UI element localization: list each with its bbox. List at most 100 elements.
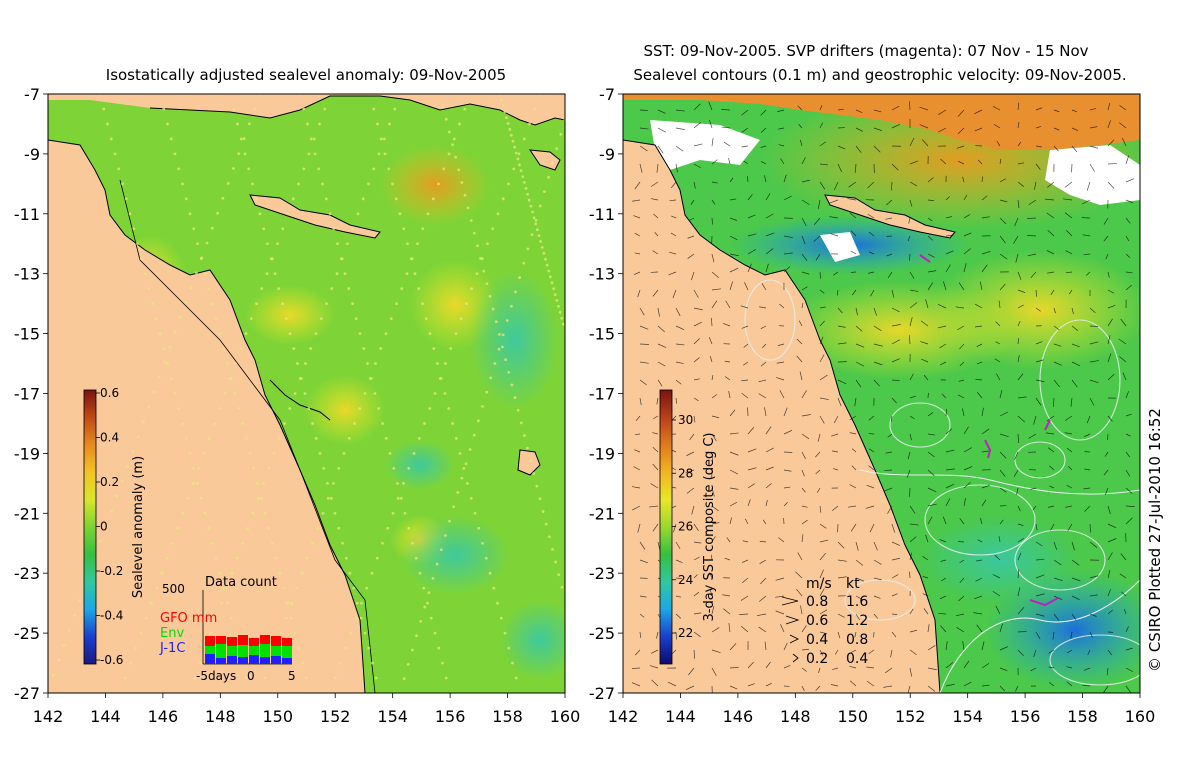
anomaly-high [245, 285, 335, 345]
velocity-arrow [1089, 341, 1099, 345]
track-dot [454, 332, 458, 335]
velocity-arrow [979, 281, 983, 291]
velocity-arrow [801, 648, 809, 651]
velocity-arrow [851, 448, 857, 453]
velocity-arrow [891, 613, 898, 615]
track-dot [432, 347, 436, 350]
track-dot [522, 137, 526, 141]
velocity-legend-ms: 0.8 [806, 594, 828, 610]
data-count-bar [227, 637, 237, 646]
velocity-arrow [815, 685, 821, 691]
velocity-arrow [1035, 289, 1038, 297]
velocity-arrow [783, 407, 788, 417]
velocity-arrow [958, 282, 965, 291]
velocity-arrow [801, 667, 807, 672]
velocity-arrow [909, 505, 916, 514]
velocity-arrow [922, 593, 929, 597]
velocity-arrow [724, 360, 731, 363]
velocity-arrow [977, 159, 983, 165]
velocity-arrow [1033, 649, 1037, 658]
velocity-arrow [891, 397, 897, 404]
land-australia [48, 140, 365, 693]
velocity-arrow [758, 626, 767, 633]
track-dot [410, 257, 414, 261]
velocity-arrow [711, 415, 720, 419]
track-dot [271, 541, 274, 545]
velocity-arrow [1071, 379, 1078, 388]
velocity-arrow [1017, 199, 1020, 209]
track-dot [381, 422, 384, 425]
velocity-arrow [849, 415, 857, 421]
velocity-arrow [765, 661, 771, 669]
velocity-arrow [996, 140, 1001, 147]
velocity-arrow [837, 163, 842, 172]
velocity-arrow [994, 554, 1001, 561]
data-count-legend-env: Env [160, 626, 184, 641]
velocity-arrow [1125, 271, 1133, 274]
velocity-arrow [851, 465, 857, 471]
velocity-arrow [711, 374, 714, 381]
anomaly-low [400, 515, 510, 595]
track-dot [460, 181, 464, 184]
velocity-arrow [1017, 631, 1027, 633]
velocity-arrow [831, 450, 839, 453]
track-dot [522, 181, 526, 184]
track-dot [540, 246, 544, 249]
velocity-arrow [711, 606, 715, 615]
velocity-arrow [693, 143, 703, 147]
velocity-arrow [1071, 613, 1077, 621]
velocity-arrow [999, 487, 1007, 493]
velocity-arrow [1066, 447, 1073, 453]
track-dot [343, 272, 347, 276]
velocity-arrow [849, 212, 857, 219]
velocity-arrow [1017, 181, 1024, 187]
velocity-arrow [765, 248, 774, 255]
track-dot [433, 631, 437, 635]
track-dot [314, 332, 318, 335]
velocity-arrow [747, 194, 753, 201]
track-dot [513, 145, 517, 149]
velocity-arrow [690, 199, 695, 205]
credit-text: © CSIRO Plotted 27-Jul-2010 16:52 [1146, 408, 1164, 672]
velocity-arrow [1014, 451, 1019, 460]
track-dot [358, 407, 362, 410]
track-dot [514, 151, 518, 155]
velocity-arrow [1046, 250, 1055, 255]
velocity-arrow [1103, 235, 1109, 242]
track-dot [237, 152, 241, 156]
track-dot [451, 143, 454, 147]
track-dot [297, 646, 301, 650]
track-dot [276, 242, 279, 246]
anomaly-high [380, 145, 490, 225]
right-colorbar-bar [659, 389, 673, 665]
velocity-arrow [728, 390, 731, 399]
track-dot [442, 167, 446, 171]
velocity-arrow [891, 631, 897, 638]
velocity-arrow [1084, 468, 1091, 471]
track-dot [458, 452, 462, 455]
track-dot [192, 481, 195, 485]
velocity-arrows [631, 101, 1135, 693]
velocity-arrow [693, 397, 699, 402]
velocity-arrow [849, 432, 857, 435]
velocity-arrow [1125, 199, 1134, 204]
velocity-arrow [995, 605, 1001, 615]
velocity-arrow [834, 649, 839, 655]
track-dot [283, 422, 286, 425]
velocity-arrow [1053, 559, 1062, 566]
track-dot [460, 476, 464, 480]
track-dot [541, 510, 545, 513]
velocity-arrow [873, 613, 878, 619]
velocity-arrow [1066, 649, 1073, 654]
velocity-arrow [837, 576, 847, 579]
track-dot [163, 360, 167, 364]
track-dot [256, 496, 260, 500]
velocity-arrow [945, 483, 955, 489]
velocity-arrow [747, 683, 755, 687]
velocity-arrow [649, 665, 659, 669]
velocity-arrow [672, 289, 677, 299]
velocity-arrow [783, 174, 787, 183]
velocity-arrow [1017, 587, 1021, 597]
velocity-arrow [957, 109, 965, 117]
track-dot [517, 152, 521, 156]
